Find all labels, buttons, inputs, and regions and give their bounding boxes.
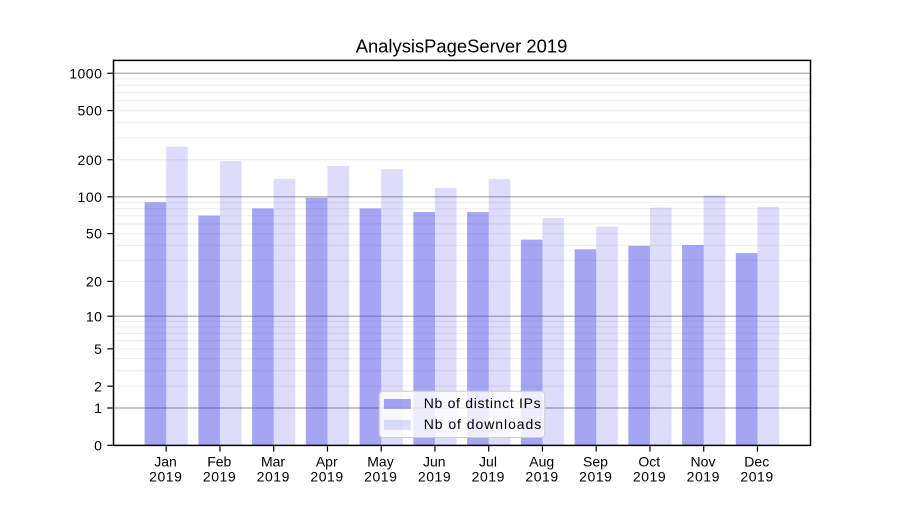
svg-text:5: 5 [94, 341, 102, 357]
svg-text:2019: 2019 [633, 469, 666, 485]
svg-text:2019: 2019 [203, 469, 236, 485]
svg-text:Jan: Jan [154, 453, 177, 469]
svg-text:200: 200 [78, 152, 103, 168]
svg-text:1: 1 [94, 400, 102, 416]
svg-text:1000: 1000 [69, 65, 102, 81]
svg-text:Sep: Sep [583, 453, 608, 469]
svg-text:Jul: Jul [479, 453, 497, 469]
svg-text:2019: 2019 [740, 469, 773, 485]
svg-text:Aug: Aug [529, 453, 554, 469]
svg-text:2019: 2019 [687, 469, 720, 485]
svg-text:50: 50 [86, 226, 103, 242]
svg-text:Dec: Dec [744, 453, 769, 469]
svg-text:Nb of distinct IPs: Nb of distinct IPs [424, 395, 542, 411]
svg-text:2019: 2019 [257, 469, 290, 485]
svg-text:2019: 2019 [525, 469, 558, 485]
svg-text:Apr: Apr [316, 453, 338, 469]
svg-text:2019: 2019 [472, 469, 505, 485]
svg-text:2: 2 [94, 378, 102, 394]
svg-text:Nb of downloads: Nb of downloads [424, 416, 543, 432]
svg-text:2019: 2019 [149, 469, 182, 485]
svg-text:Mar: Mar [261, 453, 285, 469]
svg-text:May: May [367, 453, 393, 469]
svg-text:2019: 2019 [418, 469, 451, 485]
svg-text:10: 10 [86, 308, 103, 324]
svg-text:20: 20 [86, 273, 103, 289]
svg-text:Jun: Jun [423, 453, 446, 469]
svg-text:2019: 2019 [310, 469, 343, 485]
svg-text:Feb: Feb [207, 453, 231, 469]
svg-text:Oct: Oct [638, 453, 660, 469]
svg-text:100: 100 [78, 189, 103, 205]
svg-text:AnalysisPageServer 2019: AnalysisPageServer 2019 [356, 35, 568, 56]
svg-text:2019: 2019 [579, 469, 612, 485]
svg-text:500: 500 [78, 103, 103, 119]
svg-text:2019: 2019 [364, 469, 397, 485]
svg-text:Nov: Nov [691, 453, 716, 469]
svg-text:0: 0 [94, 437, 102, 453]
